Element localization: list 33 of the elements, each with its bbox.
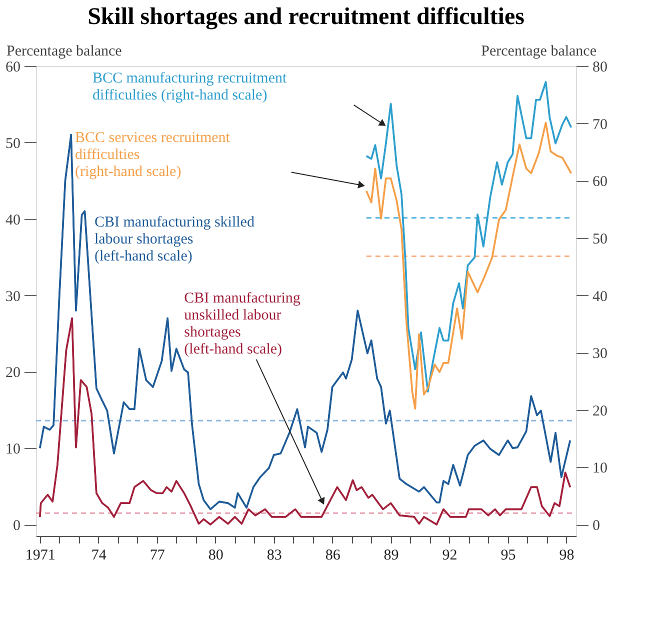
x-tick-label: 1971 — [25, 548, 56, 564]
series-label: CBI manufacturing skilled labour shortages (left-hand scale) — [94, 214, 255, 264]
text: CBI manufacturing unskilled labour shortages (left-hand scale) — [184, 290, 301, 358]
y2-tick-label: 30 — [592, 346, 608, 362]
x-tick-label: 89 — [384, 548, 399, 564]
y2-tick-label: 0 — [592, 518, 600, 534]
x-tick-label: 92 — [442, 548, 458, 564]
x-tick-label: 86 — [325, 548, 341, 564]
y-tick-label: 50 — [6, 136, 20, 152]
y2-tick-label: 70 — [592, 116, 608, 133]
y2-tick-label: 20 — [592, 403, 608, 420]
x-tick-label: 80 — [208, 548, 224, 564]
y-axis-title: Percentage balance — [6, 44, 122, 60]
y2-tick-label: 60 — [592, 174, 608, 190]
y-tick-label: 60 — [6, 60, 20, 76]
y2-tick-label: 80 — [592, 60, 608, 76]
text: BCC services recruitment difficulties (right-hand scale) — [74, 130, 231, 180]
chart-title: Skill shortages and recruitment difficulties — [88, 4, 524, 30]
y-tick-label: 0 — [13, 518, 20, 534]
text: BCC manufacturing recruitment difficulties (right-hand scale) — [92, 70, 288, 104]
x-tick-label: 77 — [150, 548, 166, 564]
y-tick-label: 10 — [6, 442, 20, 458]
y-tick-label: 20 — [6, 365, 20, 382]
x-tick-label: 95 — [500, 548, 516, 564]
y2-tick-label: 50 — [592, 231, 608, 248]
x-tick-label: 83 — [266, 548, 282, 564]
y-tick-label: 30 — [6, 288, 20, 305]
y-tick-label: 40 — [6, 212, 20, 228]
y2-axis-title: Percentage balance — [481, 44, 597, 60]
x-tick-label: 74 — [91, 548, 107, 564]
y2-tick-label: 10 — [592, 460, 608, 477]
x-tick-label: 98 — [559, 548, 574, 564]
y2-tick-label: 40 — [592, 288, 608, 305]
